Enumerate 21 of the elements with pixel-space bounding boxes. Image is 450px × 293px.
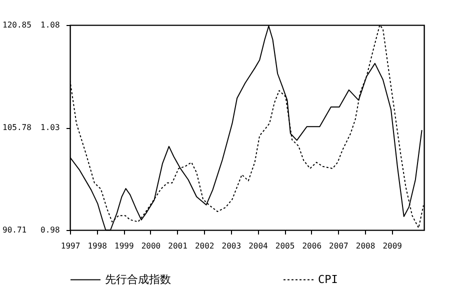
- legend-label: 先行合成指数: [105, 272, 171, 286]
- y2-tick-label: 1.08: [40, 20, 60, 30]
- x-tick-label: 2008: [356, 242, 376, 250]
- x-tick-label: 2009: [382, 242, 402, 250]
- x-tick-label: 2002: [194, 242, 214, 250]
- x-tick-label: 1998: [88, 242, 108, 250]
- y2-tick-label: 0.98: [40, 226, 60, 234]
- y-tick-label: 105.78: [2, 123, 32, 132]
- y-tick-label: 120.85: [2, 20, 32, 30]
- y2-tick-label: 1.03: [40, 123, 60, 132]
- x-tick-label: 2007: [329, 242, 348, 250]
- x-tick-label: 2003: [222, 242, 242, 250]
- x-tick-label: 2000: [141, 242, 161, 250]
- x-tick-label: 2006: [302, 242, 322, 250]
- x-tick-label: 2005: [275, 242, 295, 250]
- x-tick-label: 1999: [114, 242, 134, 250]
- legend-label: CPI: [318, 272, 338, 286]
- x-tick-label: 2001: [168, 242, 188, 250]
- y-tick-label: 90.71: [2, 226, 27, 234]
- x-tick-label: 1997: [60, 242, 80, 250]
- x-tick-label: 2004: [248, 242, 268, 250]
